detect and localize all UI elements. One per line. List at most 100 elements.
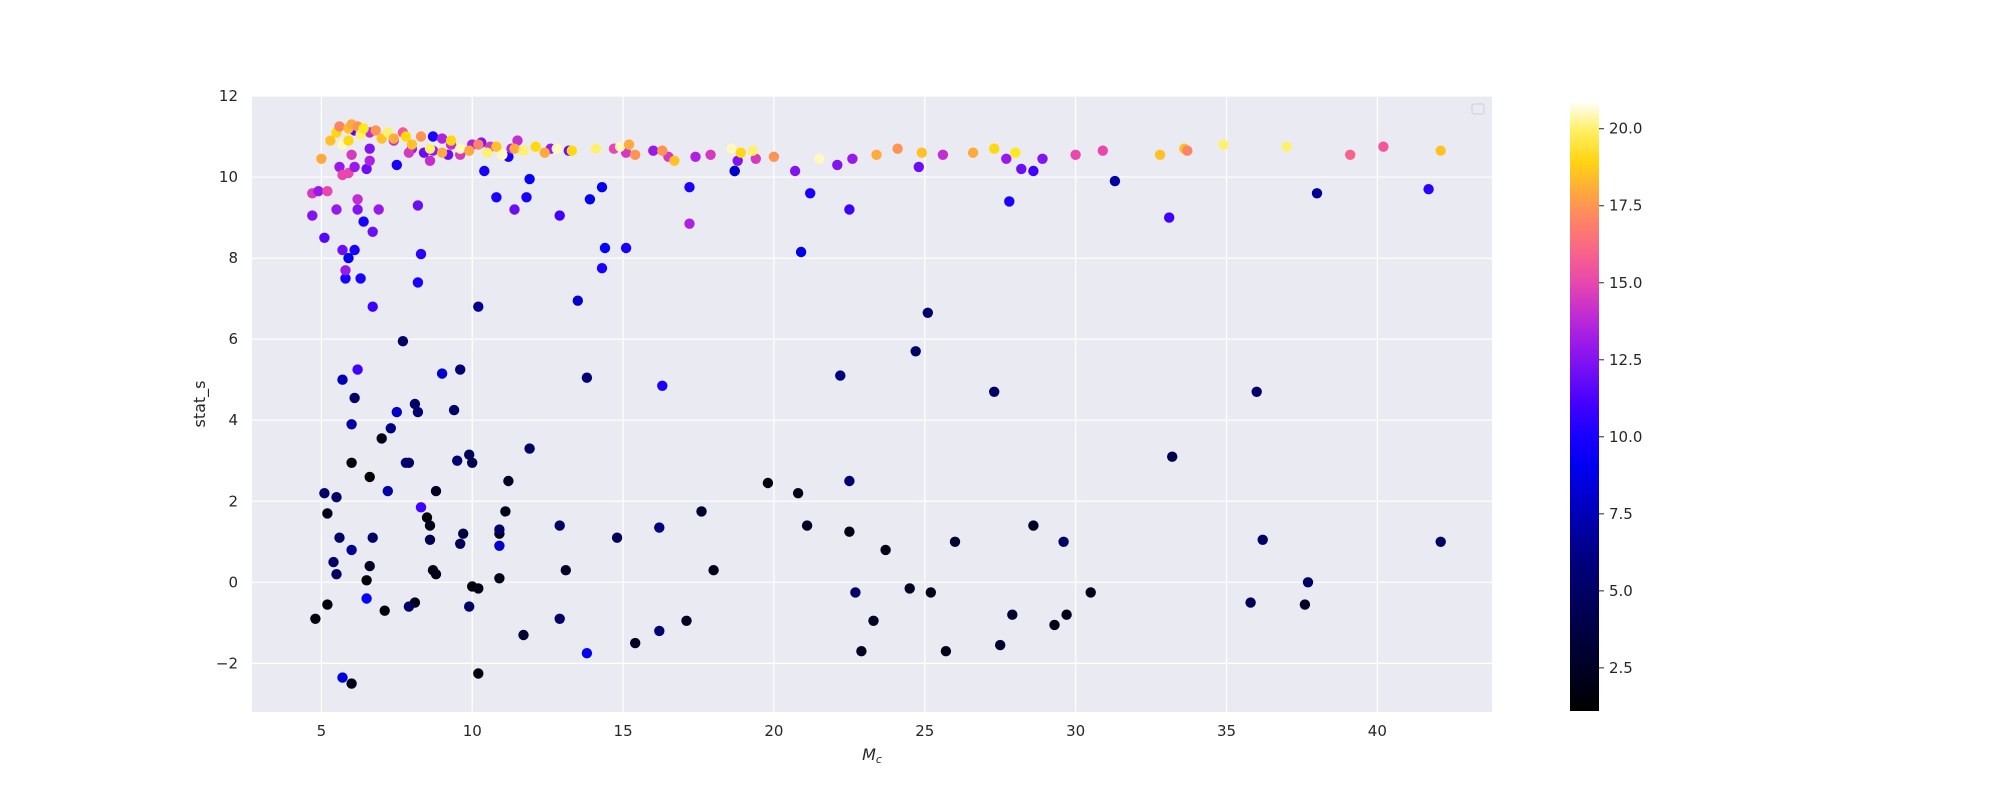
scatter-point (364, 143, 375, 154)
scatter-point (880, 544, 891, 556)
scatter-point (684, 182, 695, 193)
scatter-point (455, 364, 466, 375)
scatter-point (871, 149, 882, 160)
scatter-point (349, 392, 360, 404)
scatter-point (310, 613, 321, 624)
scatter-point (1245, 597, 1256, 608)
scatter-point (322, 599, 333, 610)
scatter-point (1423, 184, 1434, 195)
scatter-point (584, 194, 596, 205)
x-axis-label: Mc (862, 745, 882, 766)
scatter-point (473, 583, 484, 594)
y-tick-label: 6 (228, 330, 238, 348)
scatter-point (364, 471, 375, 483)
scatter-point (1299, 599, 1311, 610)
scatter-point (940, 646, 952, 657)
scatter-point (657, 380, 668, 391)
scatter-point (397, 336, 409, 347)
scatter-point (409, 398, 421, 410)
scatter-point (325, 135, 336, 146)
scatter-point (554, 520, 565, 531)
scatter-point (1007, 609, 1018, 620)
scatter-point (856, 646, 867, 657)
data-points (307, 119, 1446, 689)
scatter-point (358, 216, 369, 227)
scatter-point (494, 573, 505, 584)
scatter-point (421, 512, 433, 523)
scatter-point (551, 143, 562, 154)
scatter-point (322, 186, 333, 197)
x-tick-labels: 5 10 15 20 25 30 35 40 (317, 722, 1387, 740)
scatter-point (379, 605, 390, 616)
colorbar (1570, 101, 1599, 711)
scatter-point (388, 133, 399, 144)
scatter-point (322, 508, 333, 519)
scatter-point (412, 200, 424, 211)
scatter-point (424, 143, 436, 154)
scatter-point (430, 485, 442, 497)
scatter-point (340, 273, 351, 284)
y-tick-label: −2 (216, 654, 238, 672)
scatter-point (497, 149, 508, 160)
scatter-point (376, 433, 387, 444)
scatter-point (494, 540, 505, 551)
scatter-point (400, 131, 412, 142)
scatter-point (328, 556, 339, 568)
scatter-point (1378, 141, 1389, 152)
scatter-point (382, 485, 393, 497)
scatter-point (412, 277, 424, 288)
scatter-point (1257, 534, 1268, 545)
scatter-point (995, 639, 1006, 651)
scatter-point (406, 139, 418, 150)
scatter-point (554, 210, 565, 221)
scatter-point (473, 301, 484, 312)
scatter-point (795, 246, 807, 258)
scatter-point (1311, 188, 1323, 199)
scatter-point (530, 141, 541, 152)
scatter-point (346, 457, 357, 468)
scatter-point (805, 188, 816, 199)
scatter-point (337, 244, 348, 256)
scatter-point (415, 131, 427, 142)
scatter-point (726, 143, 737, 154)
scatter-point (403, 147, 415, 158)
scatter-point (361, 575, 372, 586)
scatter-point (937, 149, 949, 160)
scatter-point (690, 151, 701, 162)
x-tick-label: 5 (317, 722, 327, 740)
x-tick-label: 35 (1217, 722, 1236, 740)
scatter-point (596, 263, 608, 274)
scatter-point (464, 449, 475, 460)
scatter-point (669, 155, 680, 166)
scatter-point (1085, 587, 1096, 598)
scatter-point (850, 587, 861, 598)
scatter-point (750, 153, 761, 164)
scatter-point (792, 488, 804, 499)
scatter-point (415, 248, 427, 260)
scatter-point (412, 406, 424, 418)
scatter-point (572, 295, 583, 306)
scatter-point (319, 232, 330, 243)
scatter-point (491, 141, 502, 152)
scatter-point (424, 155, 436, 166)
scatter-point (904, 583, 915, 594)
scatter-point (367, 301, 378, 312)
scatter-point (455, 538, 466, 549)
scatter-point (623, 139, 635, 150)
scatter-point (566, 145, 577, 156)
scatter-point (424, 534, 436, 545)
scatter-point (355, 273, 366, 284)
scatter-point (473, 668, 484, 679)
scatter-point (916, 147, 927, 158)
y-tick-label: 10 (219, 168, 238, 186)
scatter-point (452, 455, 463, 466)
scatter-point (482, 147, 493, 158)
scatter-point (814, 153, 825, 164)
scatter-point (524, 173, 535, 185)
grid-lines (252, 95, 1492, 712)
scatter-point (391, 406, 402, 418)
scatter-point (708, 565, 719, 576)
scatter-point (346, 678, 357, 689)
scatter-point (349, 244, 360, 256)
